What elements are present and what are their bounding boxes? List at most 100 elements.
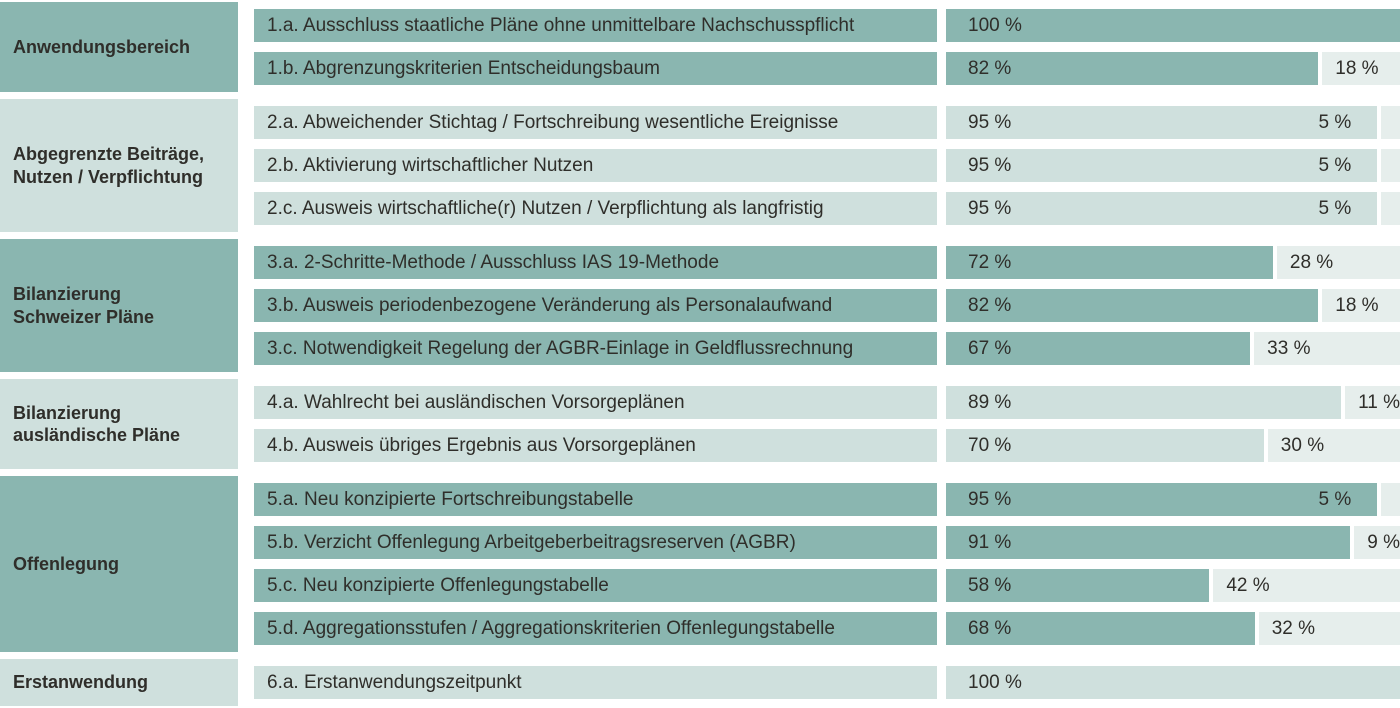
category-label: Bilanzierung ausländische Pläne bbox=[0, 379, 238, 469]
bar-primary-segment: 70 % bbox=[946, 429, 1264, 462]
items-column: 6.a. Erstanwendungszeitpunkt bbox=[254, 659, 937, 706]
item-label: 2.a. Abweichender Stichtag / Fortschreib… bbox=[254, 106, 937, 139]
bar-primary-value: 95 % bbox=[968, 111, 1012, 133]
bar-row: 89 % 11 % bbox=[946, 386, 1400, 419]
group-row-5: Offenlegung 5.a. Neu konzipierte Fortschr… bbox=[0, 476, 1400, 652]
item-label: 3.a. 2-Schritte-Methode / Ausschluss IAS… bbox=[254, 246, 937, 279]
bar-secondary-value: 5 % bbox=[1318, 197, 1352, 219]
bar-secondary-value: 28 % bbox=[1289, 251, 1334, 273]
item-label: 2.c. Ausweis wirtschaftliche(r) Nutzen /… bbox=[254, 192, 937, 225]
group-row-4: Bilanzierung ausländische Pläne 4.a. Wahl… bbox=[0, 379, 1400, 469]
bar-row: 82 % 18 % bbox=[946, 289, 1400, 322]
bar-secondary-value: 32 % bbox=[1271, 617, 1316, 639]
items-column: 1.a. Ausschluss staatliche Pläne ohne un… bbox=[254, 2, 937, 92]
category-label: Erstanwendung bbox=[0, 659, 238, 706]
bar-primary-value: 67 % bbox=[968, 337, 1012, 359]
bars-column: 72 % 28 % 82 % 18 % 67 % 33 % bbox=[946, 239, 1400, 372]
bar-secondary-segment: 42 % bbox=[1209, 569, 1400, 602]
bars-column: 95 % 5 % 95 % 5 % 95 % 5 % bbox=[946, 99, 1400, 232]
bar-primary-segment: 95 % 5 % bbox=[946, 192, 1378, 225]
bar-primary-value: 89 % bbox=[968, 391, 1012, 413]
bar-row: 58 % 42 % bbox=[946, 569, 1400, 602]
bar-secondary-segment: 18 % bbox=[1318, 289, 1400, 322]
bar-secondary-segment: 11 % bbox=[1341, 386, 1400, 419]
bar-row: 95 % 5 % bbox=[946, 192, 1400, 225]
bar-secondary-segment: 9 % bbox=[1350, 526, 1400, 559]
bar-primary-value: 91 % bbox=[968, 531, 1012, 553]
bar-primary-value: 95 % bbox=[968, 197, 1012, 219]
bar-primary-value: 70 % bbox=[968, 434, 1012, 456]
bar-primary-value: 68 % bbox=[968, 617, 1012, 639]
bar-primary-value: 82 % bbox=[968, 57, 1012, 79]
bar-row: 95 % 5 % bbox=[946, 106, 1400, 139]
item-label: 5.a. Neu konzipierte Fortschreibungstabe… bbox=[254, 483, 937, 516]
bar-primary-segment: 82 % bbox=[946, 289, 1319, 322]
bar-secondary-value: 5 % bbox=[1318, 488, 1352, 510]
bar-row: 82 % 18 % bbox=[946, 52, 1400, 85]
bar-primary-segment: 95 % 5 % bbox=[946, 483, 1378, 516]
bar-row: 100 % bbox=[946, 666, 1400, 699]
items-column: 3.a. 2-Schritte-Methode / Ausschluss IAS… bbox=[254, 239, 937, 372]
bar-secondary-value: 33 % bbox=[1267, 337, 1311, 359]
bar-primary-segment: 67 % bbox=[946, 332, 1251, 365]
bars-column: 89 % 11 % 70 % 30 % bbox=[946, 379, 1400, 469]
bar-primary-value: 95 % bbox=[968, 154, 1012, 176]
bar-secondary-segment: 32 % bbox=[1254, 612, 1400, 645]
bar-primary-segment: 91 % bbox=[946, 526, 1351, 559]
bar-primary-value: 100 % bbox=[968, 671, 1022, 693]
item-label: 2.b. Aktivierung wirtschaftlicher Nutzen bbox=[254, 149, 937, 182]
item-label: 1.a. Ausschluss staatliche Pläne ohne un… bbox=[254, 9, 937, 42]
category-label: Anwendungsbereich bbox=[0, 2, 238, 92]
bar-secondary-segment bbox=[1377, 106, 1400, 139]
bar-secondary-value: 5 % bbox=[1318, 154, 1352, 176]
bar-secondary-segment: 30 % bbox=[1263, 429, 1400, 462]
bar-secondary-value: 9 % bbox=[1367, 531, 1400, 553]
bar-secondary-segment bbox=[1377, 149, 1400, 182]
item-label: 5.c. Neu konzipierte Offenlegungstabelle bbox=[254, 569, 937, 602]
bar-primary-segment: 82 % bbox=[946, 52, 1319, 85]
items-column: 4.a. Wahlrecht bei ausländischen Vorsorg… bbox=[254, 379, 937, 469]
bar-secondary-value: 11 % bbox=[1358, 391, 1400, 413]
bar-primary-segment: 89 % bbox=[946, 386, 1342, 419]
bar-row: 95 % 5 % bbox=[946, 149, 1400, 182]
bar-primary-segment: 100 % bbox=[946, 9, 1400, 42]
bar-row: 100 % bbox=[946, 9, 1400, 42]
item-label: 4.b. Ausweis übriges Ergebnis aus Vorsor… bbox=[254, 429, 937, 462]
item-label: 3.b. Ausweis periodenbezogene Veränderun… bbox=[254, 289, 937, 322]
bar-secondary-segment: 28 % bbox=[1272, 246, 1400, 279]
bars-column: 100 % 82 % 18 % bbox=[946, 2, 1400, 92]
bar-row: 67 % 33 % bbox=[946, 332, 1400, 365]
bars-column: 100 % bbox=[946, 659, 1400, 706]
item-label: 4.a. Wahlrecht bei ausländischen Vorsorg… bbox=[254, 386, 937, 419]
bar-secondary-value: 18 % bbox=[1335, 57, 1379, 79]
bar-primary-value: 82 % bbox=[968, 294, 1012, 316]
bar-secondary-value: 5 % bbox=[1318, 111, 1352, 133]
item-label: 5.b. Verzicht Offenlegung Arbeitgeberbei… bbox=[254, 526, 937, 559]
bar-secondary-segment: 33 % bbox=[1250, 332, 1400, 365]
bar-secondary-segment bbox=[1377, 483, 1400, 516]
bar-primary-value: 100 % bbox=[968, 14, 1022, 36]
bar-row: 68 % 32 % bbox=[946, 612, 1400, 645]
bar-primary-value: 95 % bbox=[968, 488, 1012, 510]
bar-row: 72 % 28 % bbox=[946, 246, 1400, 279]
bar-secondary-value: 18 % bbox=[1335, 294, 1379, 316]
group-row-6: Erstanwendung 6.a. Erstanwendungszeitpunk… bbox=[0, 659, 1400, 706]
bar-primary-value: 58 % bbox=[968, 574, 1012, 596]
category-label: Bilanzierung Schweizer Pläne bbox=[0, 239, 238, 372]
category-label: Abgegrenzte Beiträge, Nutzen / Verpflich… bbox=[0, 99, 238, 232]
bar-primary-segment: 72 % bbox=[946, 246, 1273, 279]
items-column: 5.a. Neu konzipierte Fortschreibungstabe… bbox=[254, 476, 937, 652]
bar-secondary-segment bbox=[1377, 192, 1400, 225]
category-label: Offenlegung bbox=[0, 476, 238, 652]
bar-primary-segment: 95 % 5 % bbox=[946, 106, 1378, 139]
bar-primary-segment: 100 % bbox=[946, 666, 1400, 699]
bar-secondary-value: 30 % bbox=[1280, 434, 1325, 456]
group-row-1: Anwendungsbereich 1.a. Ausschluss staatli… bbox=[0, 2, 1400, 92]
bar-row: 70 % 30 % bbox=[946, 429, 1400, 462]
item-label: 5.d. Aggregationsstufen / Aggregationskr… bbox=[254, 612, 937, 645]
bar-primary-segment: 58 % bbox=[946, 569, 1210, 602]
bars-column: 95 % 5 % 91 % 9 % 58 % 42 % 68 % 32 % bbox=[946, 476, 1400, 652]
items-column: 2.a. Abweichender Stichtag / Fortschreib… bbox=[254, 99, 937, 232]
bar-primary-segment: 95 % 5 % bbox=[946, 149, 1378, 182]
